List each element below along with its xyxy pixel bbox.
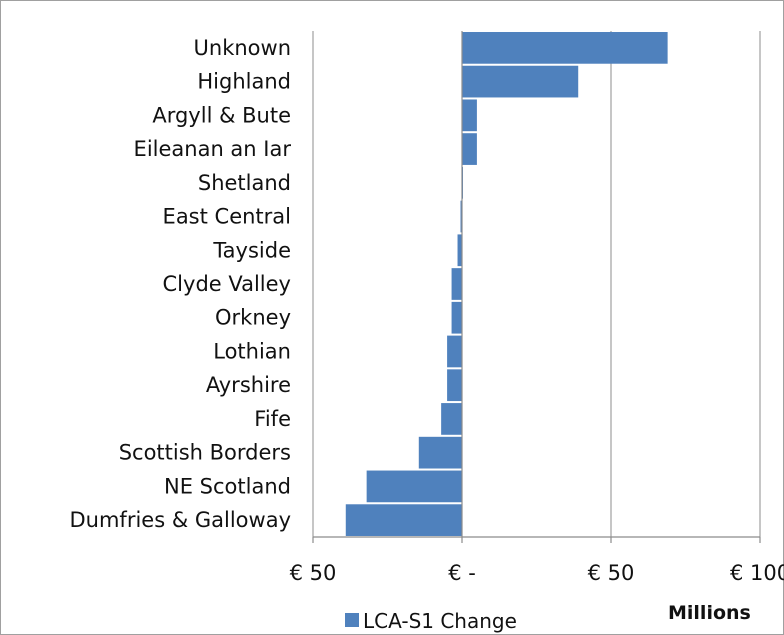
bar-4 [462,133,477,165]
category-label-4: Eileanan an Iar [134,137,292,161]
legend-label: LCA-S1 Change [363,609,517,633]
x-tick-labels: € 50 € - € 50 € 100 [290,561,784,585]
x-tick-label-0: € 50 [290,561,337,585]
category-label-10: Lothian [213,339,291,363]
legend-swatch [345,613,359,627]
bar-9 [451,301,462,334]
category-label-13: Scottish Borders [119,441,291,465]
x-tick-label-1: € - [448,561,476,585]
bar-1 [462,32,668,64]
category-label-3: Argyll & Bute [152,103,291,127]
category-label-15: Dumfries & Galloway [69,508,291,532]
axes [312,31,761,543]
category-label-14: NE Scotland [164,474,291,498]
bar-6 [460,200,462,233]
bar-15 [345,504,462,536]
category-label-2: Highland [197,70,291,94]
bar-10 [447,335,462,368]
x-tick-label-2: € 50 [588,561,635,585]
category-label-5: Shetland [198,171,291,195]
category-labels: Unknown Highland Argyll & Bute Eileanan an … [69,36,291,532]
category-label-12: Fife [254,407,291,431]
bar-3 [462,99,477,132]
legend: LCA-S1 Change [345,609,517,633]
bar-8 [451,268,462,300]
category-label-6: East Central [163,205,291,229]
x-tick-label-3: € 100 [730,561,784,585]
bar-7 [457,234,462,267]
grid-lines [312,31,761,537]
category-label-11: Ayrshire [206,373,291,397]
bar-12 [441,403,462,435]
bar-11 [447,369,462,402]
category-label-9: Orkney [215,306,291,330]
category-label-1: Unknown [194,36,291,60]
unit-label: Millions [668,602,751,624]
bar-13 [418,436,462,469]
category-label-8: Clyde Valley [163,272,291,296]
bar-2 [462,65,579,98]
bar-14 [366,470,462,503]
category-label-7: Tayside [212,238,291,262]
